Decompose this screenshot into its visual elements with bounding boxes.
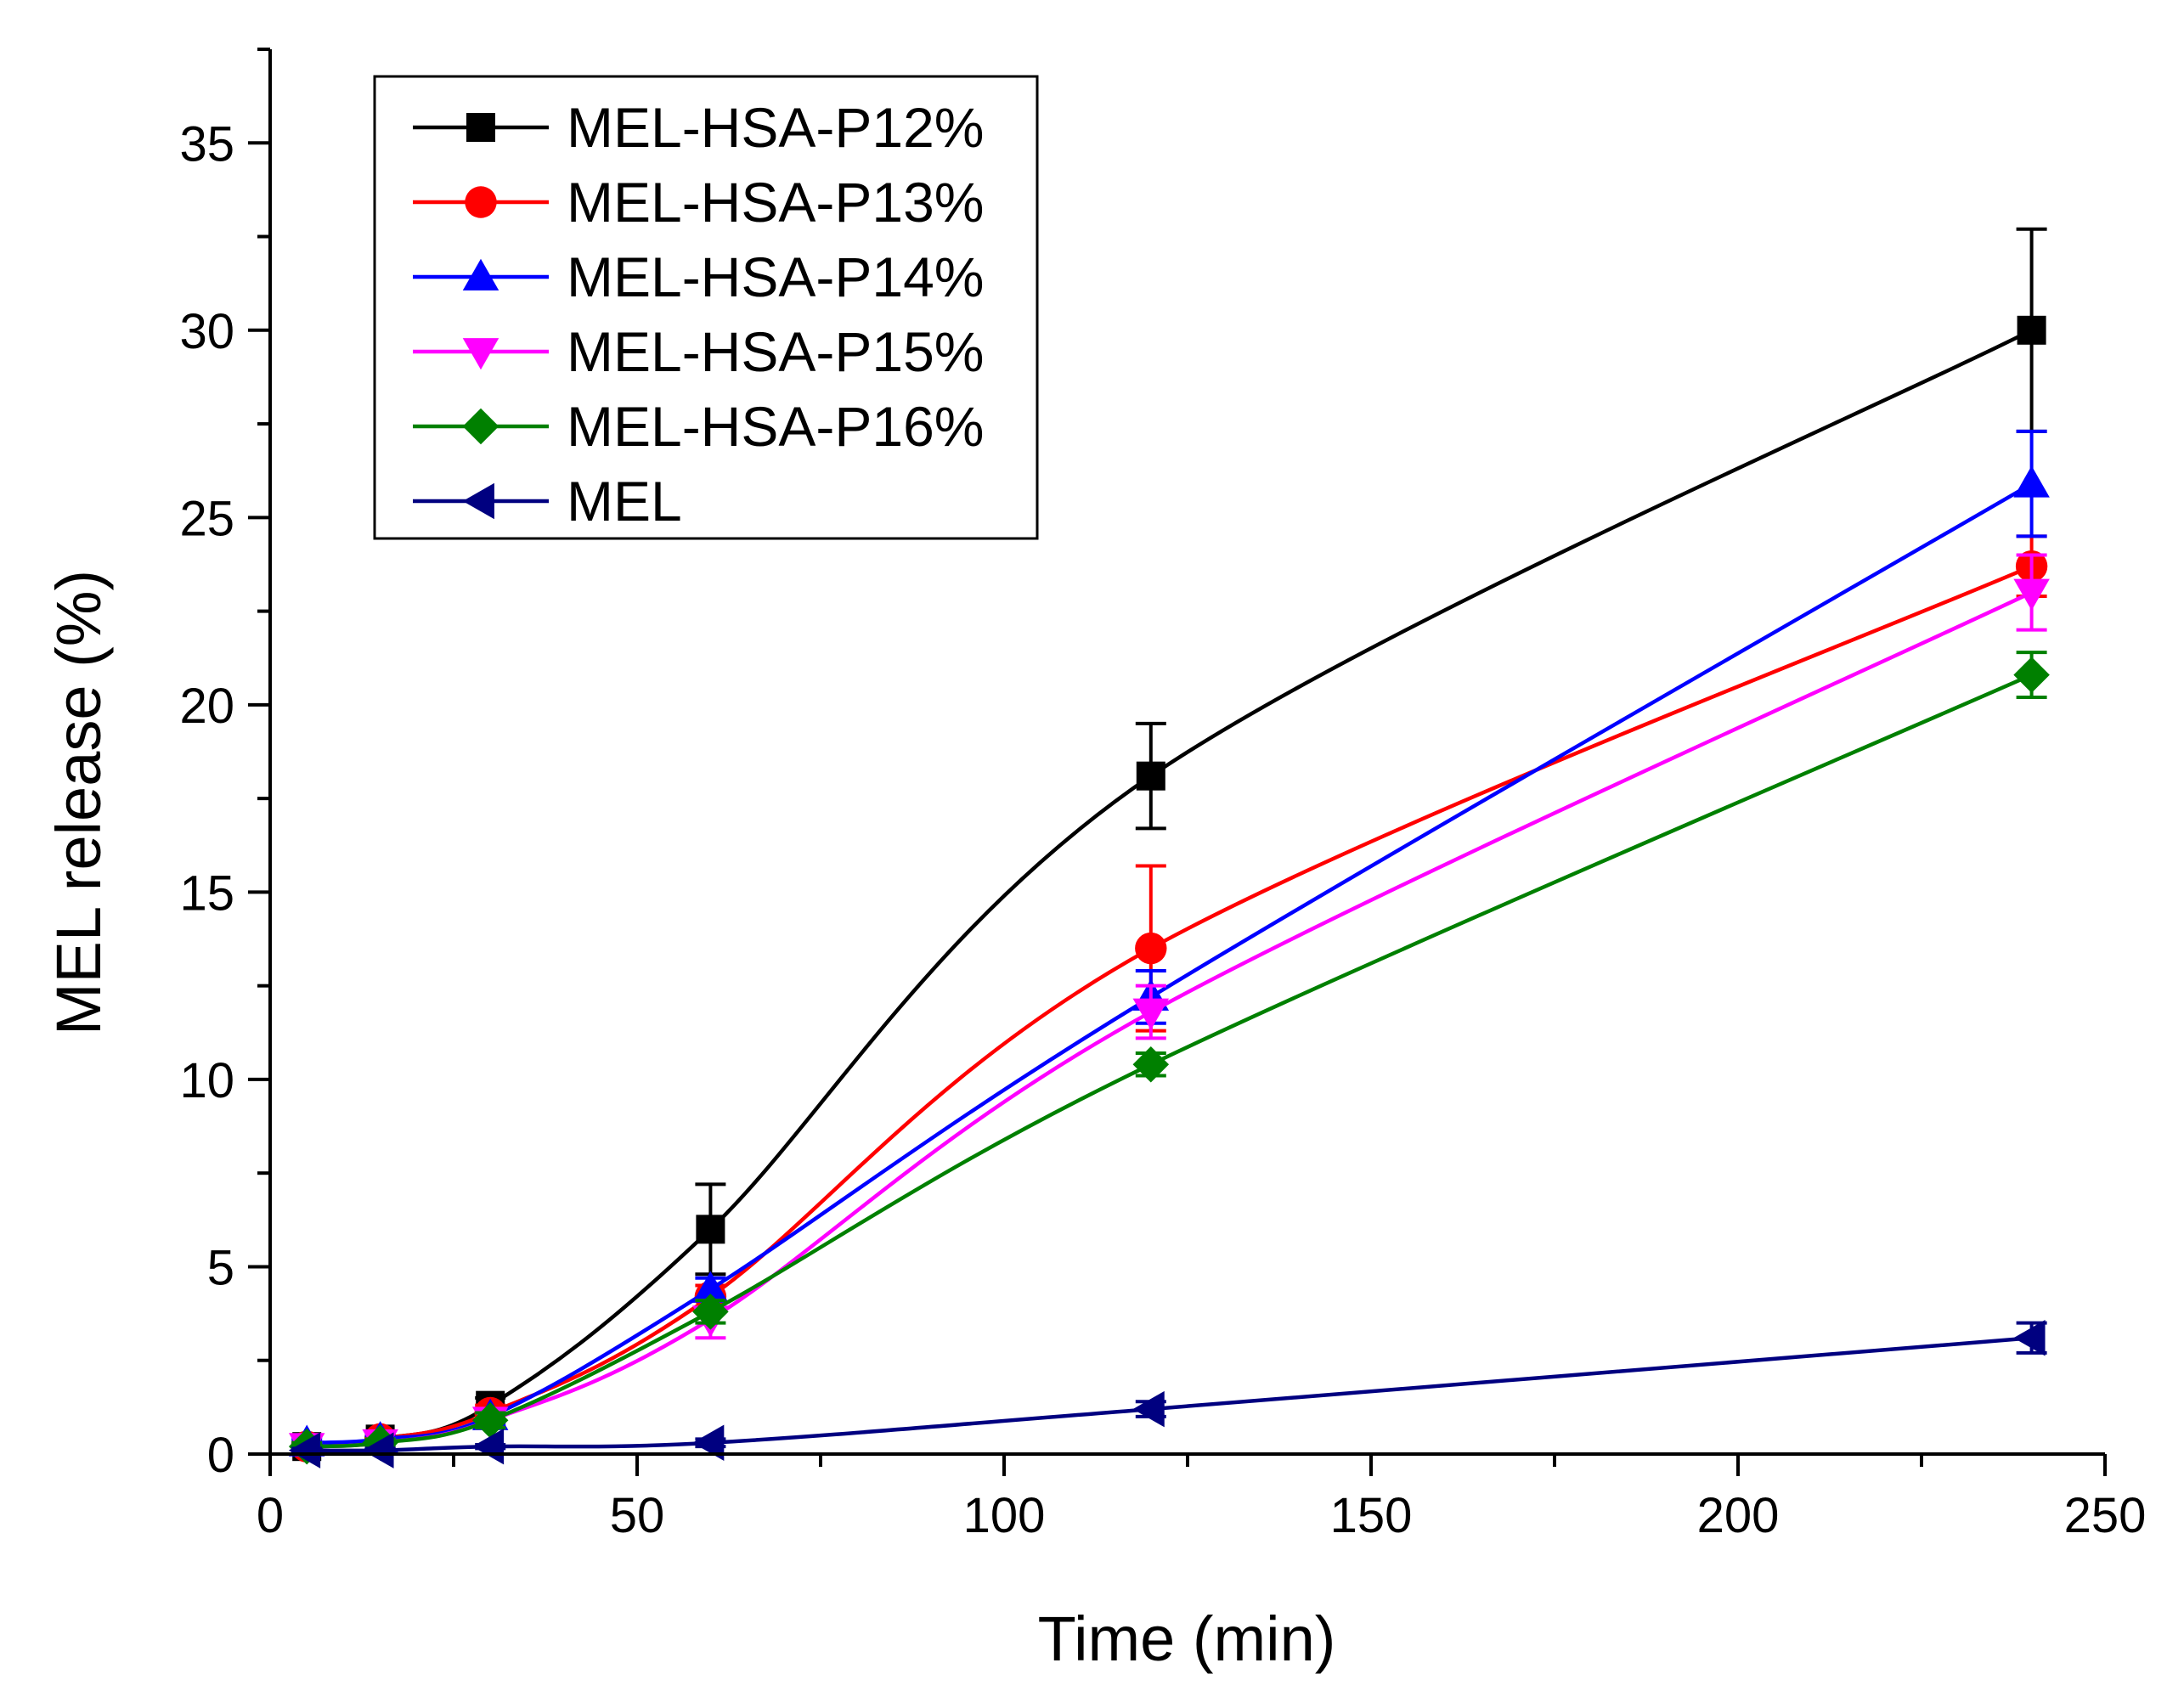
y-tick-label: 30 <box>179 304 234 359</box>
series-MEL <box>288 1320 2047 1468</box>
x-tick-label: 0 <box>257 1488 284 1543</box>
data-point <box>2017 315 2046 345</box>
x-tick-label: 150 <box>1330 1488 1413 1543</box>
legend-box <box>373 75 1039 540</box>
legend-label: MEL-HSA-P15% <box>567 320 985 383</box>
legend-label: MEL-HSA-P14% <box>567 245 985 308</box>
legend-label: MEL <box>567 470 682 533</box>
y-tick-label: 0 <box>207 1428 234 1483</box>
legend-item-MEL-HSA-P12%: MEL-HSA-P12% <box>413 96 985 159</box>
x-tick-label: 50 <box>610 1488 665 1543</box>
plot-series <box>288 227 2050 1468</box>
data-point <box>2013 1320 2046 1356</box>
data-point <box>471 1402 509 1439</box>
x-axis-title: Time (min) <box>1038 1604 1336 1674</box>
legend-item-MEL-HSA-P14%: MEL-HSA-P14% <box>413 245 985 308</box>
axes: 0 50 100 150 200 250 0 5 10 15 20 25 30 35 <box>179 48 2147 1543</box>
y-tick-label: 20 <box>179 679 234 734</box>
data-point <box>2013 465 2050 498</box>
data-point <box>692 1271 729 1303</box>
data-point <box>1135 932 1167 965</box>
series-line-MEL-HSA-P16% <box>307 673 2033 1449</box>
legend-label: MEL-HSA-P16% <box>567 395 985 458</box>
data-point <box>2013 657 2050 693</box>
legend-marker <box>462 408 499 445</box>
series-line-MEL-HSA-P14% <box>307 482 2033 1446</box>
series-line-MEL <box>307 1336 2032 1453</box>
x-tick-label: 250 <box>2064 1488 2147 1543</box>
y-axis-title: MEL release (%) <box>43 570 114 1035</box>
legend-item-MEL-HSA-P15%: MEL-HSA-P15% <box>413 320 985 383</box>
data-point <box>2013 578 2050 611</box>
legend-marker <box>462 258 499 290</box>
series-line-MEL-HSA-P13% <box>306 564 2033 1449</box>
y-tick-label: 25 <box>179 491 234 546</box>
legend-item-MEL-HSA-P16%: MEL-HSA-P16% <box>413 395 985 458</box>
data-point <box>362 1432 394 1468</box>
data-point <box>692 1424 725 1462</box>
y-tick-label: 5 <box>207 1240 234 1295</box>
legend-marker <box>462 338 499 370</box>
data-point <box>692 1294 729 1330</box>
legend-label: MEL-HSA-P12% <box>567 96 985 159</box>
data-point <box>288 1432 321 1468</box>
data-point <box>1132 1390 1165 1428</box>
data-point <box>1132 998 1170 1030</box>
legend-marker <box>466 113 495 142</box>
x-tick-label: 200 <box>1697 1488 1780 1543</box>
legend-marker <box>462 482 494 520</box>
y-tick-label: 10 <box>179 1053 234 1108</box>
legend-marker <box>465 186 497 218</box>
data-point <box>1132 1046 1170 1083</box>
legend-item-MEL-HSA-P13%: MEL-HSA-P13% <box>413 171 985 234</box>
x-tick-label: 100 <box>963 1488 1046 1543</box>
legend-item-MEL: MEL <box>413 470 682 533</box>
legend: MEL-HSA-P12% MEL-HSA-P13% MEL-HSA-P14% MEL-… <box>373 75 1039 540</box>
legend-label: MEL-HSA-P13% <box>567 171 985 234</box>
y-tick-label: 15 <box>179 865 234 921</box>
y-tick-label: 35 <box>179 116 234 172</box>
data-point <box>1136 761 1165 791</box>
data-point <box>696 1215 725 1244</box>
